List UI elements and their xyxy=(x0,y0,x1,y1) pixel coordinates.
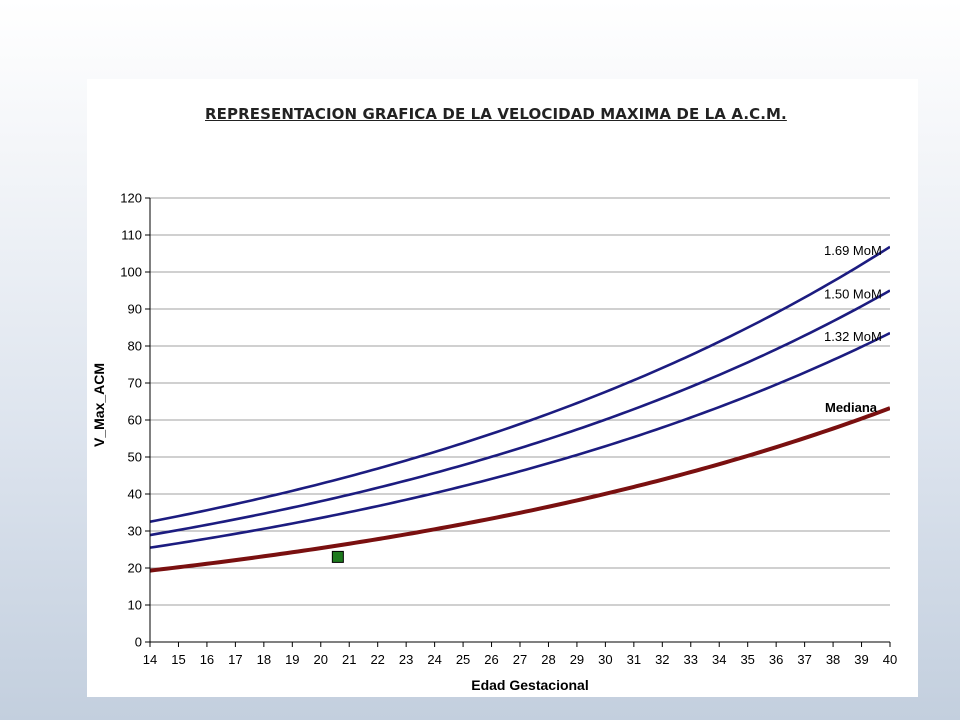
series-label: 1.50 MoM xyxy=(824,287,882,302)
y-tick-label: 120 xyxy=(120,191,142,206)
x-tick-label: 18 xyxy=(257,652,271,667)
series-line xyxy=(150,406,890,573)
x-tick-label: 32 xyxy=(655,652,669,667)
chart-title: REPRESENTACION GRAFICA DE LA VELOCIDAD M… xyxy=(205,105,787,123)
x-tick-label: 38 xyxy=(826,652,840,667)
y-tick-label: 30 xyxy=(128,524,142,539)
x-tick-label: 19 xyxy=(285,652,299,667)
data-point xyxy=(331,550,344,563)
x-tick-label: 26 xyxy=(484,652,498,667)
x-tick-label: 29 xyxy=(570,652,584,667)
y-tick-label: 0 xyxy=(135,635,142,650)
y-tick-label: 90 xyxy=(128,302,142,317)
y-tick-label: 50 xyxy=(128,450,142,465)
x-tick-label: 20 xyxy=(314,652,328,667)
chart-panel: REPRESENTACION GRAFICA DE LA VELOCIDAD M… xyxy=(87,79,918,697)
y-tick-label: 70 xyxy=(128,376,142,391)
series-line xyxy=(150,245,890,524)
data-points xyxy=(331,550,344,563)
gridlines xyxy=(150,197,890,606)
axes xyxy=(145,197,891,647)
series-lines xyxy=(150,245,890,573)
x-tick-label: 24 xyxy=(427,652,441,667)
x-tick-label: 39 xyxy=(854,652,868,667)
y-tick-label: 80 xyxy=(128,339,142,354)
x-axis-label: Edad Gestacional xyxy=(471,677,588,693)
x-tick-label: 23 xyxy=(399,652,413,667)
x-tick-label: 17 xyxy=(228,652,242,667)
series-line xyxy=(150,331,890,549)
x-tick-label: 16 xyxy=(200,652,214,667)
series-label: 1.69 MoM xyxy=(824,243,882,258)
y-axis-label: V_Max_ACM xyxy=(91,363,107,447)
series-line xyxy=(150,289,890,537)
x-tick-label: 22 xyxy=(370,652,384,667)
x-tick-label: 15 xyxy=(171,652,185,667)
line-chart: 0 10 20 30 40 50 60 70 80 90 100 110 120 14 15 16 17 18 19… xyxy=(91,191,897,694)
x-tick-label: 28 xyxy=(541,652,555,667)
x-tick-label: 14 xyxy=(143,652,157,667)
x-tick-label: 37 xyxy=(797,652,811,667)
labels: 0 10 20 30 40 50 60 70 80 90 100 110 120 14 15 16 17 18 19… xyxy=(91,191,897,694)
x-tick-label: 27 xyxy=(513,652,527,667)
x-tick-label: 30 xyxy=(598,652,612,667)
x-tick-label: 36 xyxy=(769,652,783,667)
series-label: Mediana xyxy=(825,400,878,415)
x-tick-label: 25 xyxy=(456,652,470,667)
x-tick-label: 21 xyxy=(342,652,356,667)
y-tick-label: 40 xyxy=(128,487,142,502)
x-tick-label: 35 xyxy=(740,652,754,667)
x-tick-label: 33 xyxy=(684,652,698,667)
series-label: 1.32 MoM xyxy=(824,329,882,344)
x-tick-label: 31 xyxy=(627,652,641,667)
y-tick-label: 20 xyxy=(128,561,142,576)
x-tick-label: 34 xyxy=(712,652,726,667)
x-tick-label: 40 xyxy=(883,652,897,667)
y-tick-label: 100 xyxy=(120,265,142,280)
y-tick-label: 110 xyxy=(121,228,142,243)
y-tick-label: 10 xyxy=(128,598,142,613)
y-tick-label: 60 xyxy=(128,413,142,428)
